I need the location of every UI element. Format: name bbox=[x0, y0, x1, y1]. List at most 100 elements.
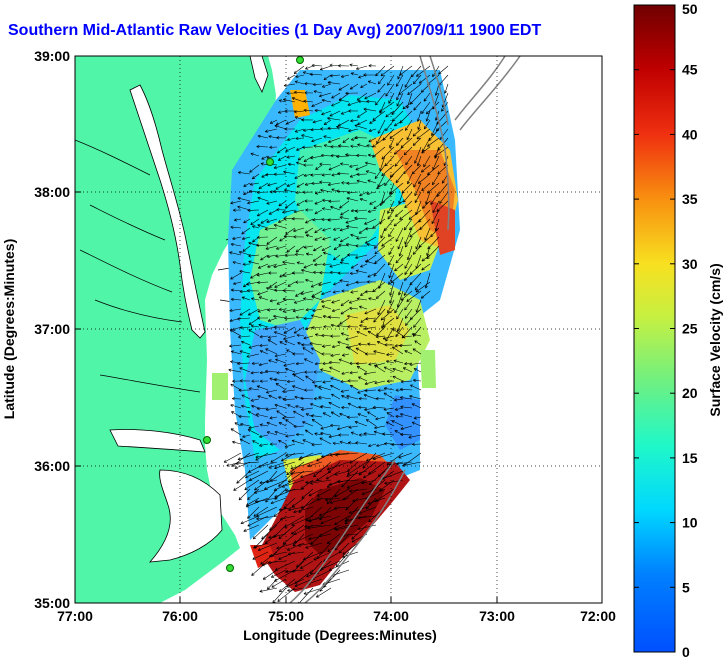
velocity-arrow bbox=[302, 347, 314, 355]
velocity-arrow bbox=[424, 227, 431, 241]
velocity-arrow bbox=[365, 170, 377, 175]
velocity-arrow bbox=[376, 326, 386, 337]
velocity-arrow bbox=[278, 551, 296, 560]
velocity-arrow bbox=[339, 200, 350, 209]
velocity-arrow bbox=[392, 375, 404, 382]
velocity-arrow bbox=[241, 340, 251, 346]
velocity-arrow bbox=[330, 384, 341, 391]
velocity-arrow bbox=[389, 281, 395, 296]
velocity-arrow bbox=[283, 170, 296, 175]
velocity-arrow bbox=[321, 98, 332, 103]
velocity-arrow bbox=[342, 542, 359, 555]
velocity-arrow bbox=[407, 173, 413, 185]
velocity-arrow bbox=[265, 407, 278, 411]
velocity-arrow bbox=[358, 506, 377, 515]
velocity-arrow bbox=[232, 440, 242, 445]
velocity-arrow bbox=[318, 395, 332, 400]
velocity-arrow bbox=[239, 438, 251, 445]
velocity-arrow bbox=[355, 347, 368, 355]
velocity-arrow bbox=[373, 236, 386, 249]
velocity-arrow bbox=[287, 587, 305, 592]
velocity-arrow bbox=[373, 350, 386, 355]
velocity-arrow bbox=[404, 200, 413, 209]
velocity-arrow bbox=[367, 272, 377, 278]
velocity-arrow bbox=[268, 281, 278, 288]
velocity-arrow bbox=[286, 461, 305, 476]
velocity-arrow bbox=[268, 209, 278, 215]
velocity-arrow bbox=[232, 379, 242, 383]
velocity-arrow bbox=[241, 404, 251, 409]
velocity-arrow bbox=[341, 470, 359, 488]
velocity-arrow bbox=[310, 414, 323, 418]
velocity-arrow bbox=[248, 317, 260, 325]
velocity-arrow bbox=[241, 296, 251, 301]
velocity-arrow bbox=[423, 119, 431, 130]
velocity-arrow bbox=[376, 341, 386, 346]
velocity-arrow bbox=[322, 251, 332, 256]
velocity-arrow bbox=[364, 161, 377, 166]
velocity-arrow bbox=[345, 335, 359, 341]
velocity-arrow bbox=[420, 164, 431, 173]
velocity-arrow bbox=[356, 153, 368, 158]
velocity-arrow bbox=[267, 339, 278, 346]
velocity-arrow bbox=[396, 308, 404, 320]
velocity-arrow bbox=[385, 119, 395, 132]
velocity-arrow bbox=[322, 227, 332, 232]
velocity-arrow bbox=[293, 326, 305, 334]
velocity-arrow bbox=[372, 110, 386, 121]
velocity-arrow bbox=[346, 197, 359, 202]
velocity-arrow bbox=[257, 395, 269, 400]
velocity-arrow bbox=[257, 290, 269, 296]
velocity-arrow bbox=[313, 370, 323, 374]
velocity-arrow bbox=[311, 137, 323, 143]
velocity-arrow bbox=[314, 333, 323, 337]
velocity-arrow bbox=[394, 299, 404, 314]
velocity-arrow bbox=[355, 164, 368, 171]
velocity-arrow bbox=[314, 432, 323, 436]
velocity-arrow bbox=[305, 208, 314, 212]
velocity-arrow bbox=[279, 272, 287, 278]
velocity-arrow bbox=[319, 65, 332, 71]
velocity-arrow bbox=[248, 329, 260, 337]
velocity-arrow bbox=[360, 83, 368, 88]
velocity-arrow bbox=[331, 188, 341, 193]
velocity-arrow bbox=[430, 227, 440, 238]
velocity-arrow bbox=[396, 317, 404, 332]
velocity-arrow bbox=[258, 182, 269, 190]
velocity-arrow bbox=[439, 191, 449, 204]
velocity-arrow bbox=[305, 308, 314, 312]
velocity-arrow bbox=[404, 236, 413, 248]
velocity-arrow bbox=[259, 423, 269, 427]
velocity-arrow bbox=[278, 422, 287, 427]
velocity-arrow bbox=[403, 146, 413, 156]
velocity-arrow bbox=[363, 107, 377, 112]
velocity-arrow bbox=[340, 299, 350, 307]
velocity-arrow bbox=[392, 367, 404, 373]
velocity-arrow bbox=[229, 308, 242, 313]
velocity-arrow bbox=[395, 254, 404, 264]
velocity-arrow bbox=[307, 524, 332, 530]
velocity-arrow bbox=[415, 281, 431, 293]
velocity-arrow bbox=[387, 299, 395, 314]
velocity-arrow bbox=[347, 253, 359, 257]
velocity-arrow bbox=[284, 253, 296, 257]
velocity-arrow bbox=[295, 245, 305, 253]
velocity-arrow bbox=[268, 560, 287, 565]
velocity-arrow bbox=[253, 542, 269, 549]
velocity-arrow bbox=[357, 405, 368, 409]
velocity-arrow bbox=[312, 119, 323, 124]
velocity-arrow bbox=[367, 80, 377, 85]
velocity-arrow bbox=[322, 412, 332, 418]
velocity-arrow bbox=[324, 497, 341, 502]
velocity-arrow bbox=[361, 479, 377, 485]
velocity-arrow bbox=[337, 340, 350, 346]
y-axis-label: Latitude (Degrees:Minutes) bbox=[1, 239, 17, 419]
velocity-arrow bbox=[256, 190, 269, 194]
velocity-arrow bbox=[407, 83, 422, 96]
velocity-arrow bbox=[422, 200, 431, 209]
velocity-arrow bbox=[311, 295, 323, 301]
velocity-arrow bbox=[260, 218, 269, 224]
velocity-arrow bbox=[421, 101, 431, 114]
velocity-arrow bbox=[431, 209, 440, 224]
velocity-arrow bbox=[251, 404, 260, 409]
